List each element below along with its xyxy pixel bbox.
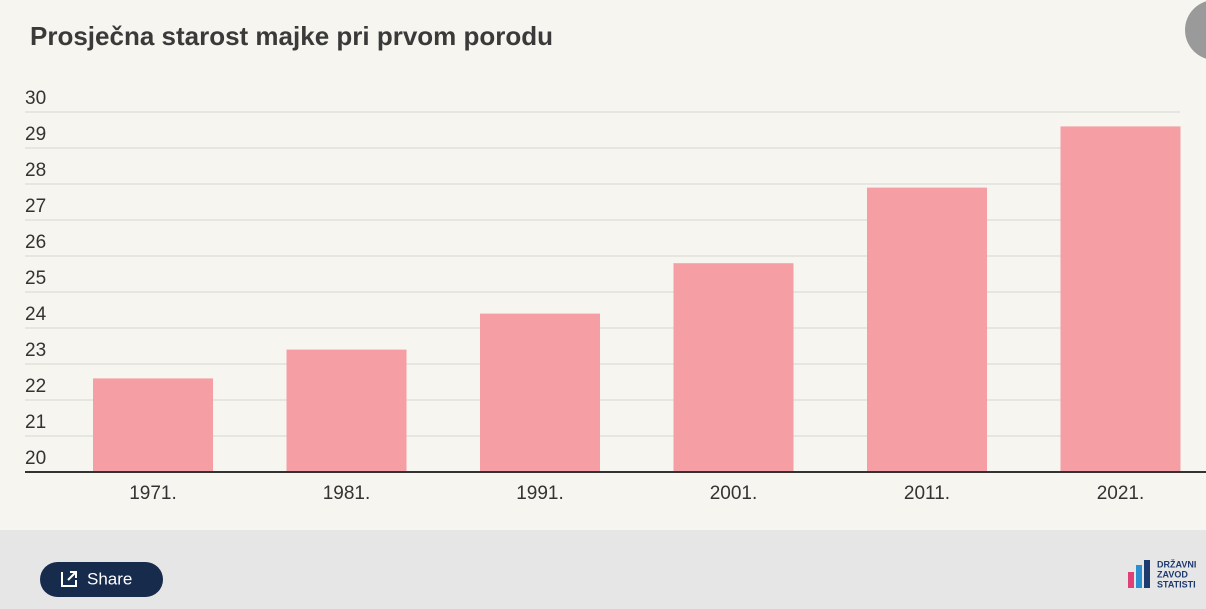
x-tick-label: 2011. (904, 483, 950, 504)
footer-background (0, 530, 1206, 609)
x-tick-label: 2021. (1097, 483, 1145, 504)
y-tick-label: 20 (25, 448, 46, 469)
x-tick-label: 1971. (129, 483, 177, 504)
y-tick-label: 21 (25, 412, 46, 433)
bar (673, 263, 794, 472)
corner-circle (1185, 1, 1206, 59)
logo-bar (1136, 565, 1142, 588)
logo-bar (1128, 572, 1134, 588)
y-tick-label: 26 (25, 232, 46, 253)
bar (1060, 126, 1181, 473)
y-tick-label: 27 (25, 196, 46, 217)
x-tick-label: 1991. (516, 483, 564, 504)
share-button[interactable]: Share (40, 562, 163, 597)
share-pill[interactable] (40, 562, 163, 597)
chart-title: Prosječna starost majke pri prvom porodu (30, 21, 553, 51)
x-tick-label: 2001. (710, 483, 758, 504)
logo-bar (1144, 560, 1150, 588)
y-tick-label: 25 (25, 268, 46, 289)
y-tick-label: 22 (25, 376, 46, 397)
y-tick-label: 29 (25, 124, 46, 145)
logo-text: STATISTI (1157, 579, 1196, 589)
bar (93, 378, 213, 472)
y-tick-label: 30 (25, 88, 46, 109)
share-icon (61, 571, 77, 587)
y-tick-label: 23 (25, 340, 46, 361)
bar (286, 349, 407, 472)
bar (867, 187, 987, 472)
logo: DRŽAVNI ZAVOD STATISTI (1128, 558, 1196, 589)
logo-text: DRŽAVNI (1157, 558, 1196, 569)
y-tick-label: 28 (25, 160, 46, 181)
y-tick-label: 24 (25, 304, 47, 325)
bar (480, 313, 600, 472)
x-tick-label: 1981. (323, 483, 371, 504)
logo-text: ZAVOD (1157, 569, 1188, 579)
share-label[interactable]: Share (87, 569, 132, 588)
